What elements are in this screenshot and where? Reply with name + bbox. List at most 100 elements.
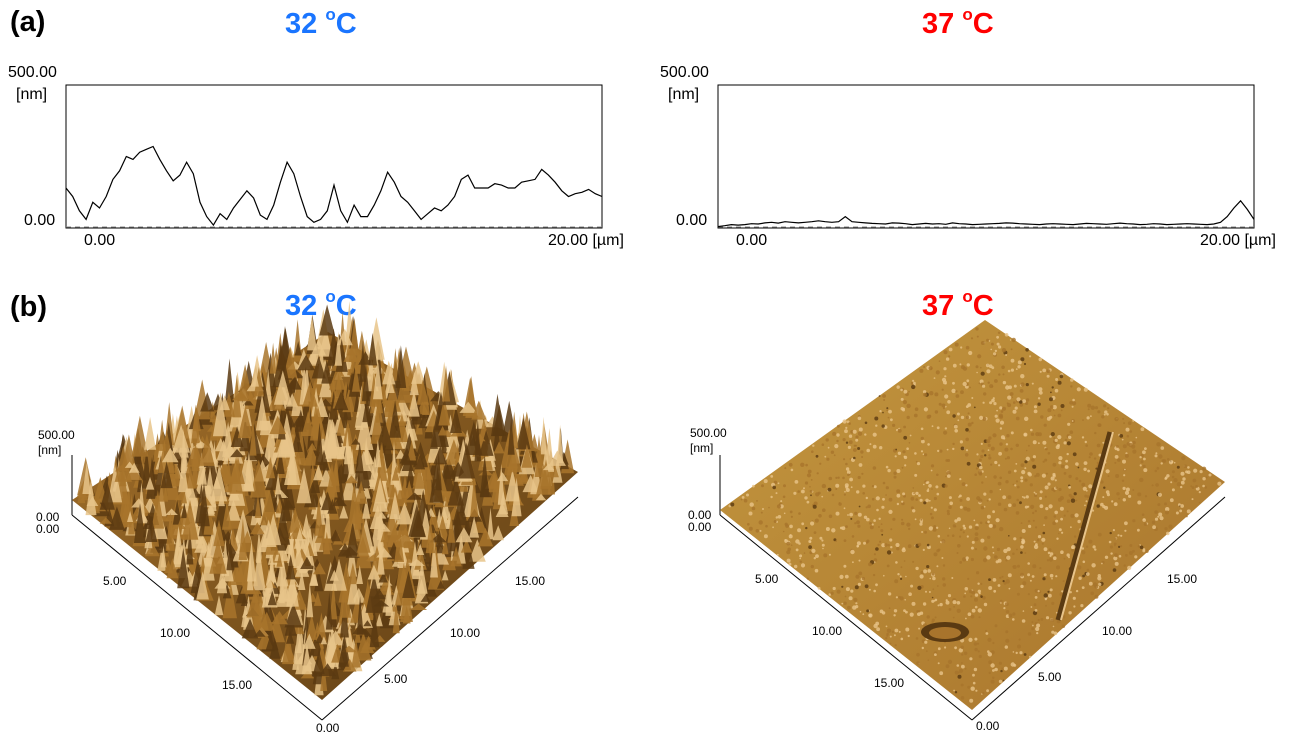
surface2-speck xyxy=(872,573,876,577)
surface1-peak xyxy=(416,560,428,594)
surface2-speck xyxy=(824,455,827,458)
surface1-peak xyxy=(345,521,360,558)
surface2-speck xyxy=(986,555,991,560)
surface2-speck xyxy=(883,399,886,401)
surface2-speck xyxy=(1012,565,1017,569)
surface2-speck xyxy=(952,414,956,418)
surface2-speck xyxy=(1006,555,1011,560)
surface2-speck xyxy=(905,627,910,632)
surface2-speck xyxy=(1191,498,1194,501)
surface1-peak xyxy=(540,416,547,455)
surface1-peak xyxy=(408,558,425,566)
surface1-peak xyxy=(286,630,295,644)
surface2-speck xyxy=(1034,588,1039,593)
surface2-speck xyxy=(1154,510,1158,514)
surface2-speck xyxy=(1008,503,1012,508)
surface2-speck xyxy=(843,507,846,510)
surface2-speck xyxy=(854,585,859,590)
surface2-speck xyxy=(978,382,981,385)
surface2-speck xyxy=(1012,651,1015,653)
surface2-speck xyxy=(844,429,848,434)
surface2-speck xyxy=(853,448,857,452)
surface2-speck xyxy=(1007,470,1012,474)
surface2-speck xyxy=(966,363,970,367)
surface2-speck xyxy=(987,650,990,653)
surface2-speck xyxy=(964,592,967,595)
surface1-peak xyxy=(174,544,190,568)
surface2-speck xyxy=(836,439,839,443)
surface2-speck xyxy=(988,454,991,457)
surface1-peak xyxy=(337,542,353,557)
surface2-speck xyxy=(1103,486,1106,489)
surface2-speck xyxy=(1018,638,1021,641)
surface2-speck xyxy=(1093,457,1097,460)
surface2-speck xyxy=(1019,389,1024,393)
surface2-speck xyxy=(955,394,960,398)
surface2-speck xyxy=(1132,549,1135,553)
surface2-speck xyxy=(1030,432,1035,436)
surface1-peak xyxy=(474,418,482,462)
surface2-speck xyxy=(911,384,916,390)
surface2-speck xyxy=(1033,540,1036,543)
surface2-speck xyxy=(1110,552,1113,555)
surface2-speck xyxy=(988,340,991,342)
surface1-peak xyxy=(161,447,179,463)
surface2-speck xyxy=(793,491,797,495)
surface2-speck xyxy=(1164,502,1167,506)
surface2-speck xyxy=(947,659,953,664)
surface2-speck xyxy=(1098,582,1102,586)
surface2-speck xyxy=(875,424,878,427)
surface2-speck xyxy=(932,576,936,581)
surface1-right-tick-2: 10.00 xyxy=(450,626,481,640)
surface2-speck xyxy=(1039,490,1043,494)
surface2-speck xyxy=(1135,436,1138,439)
surface2-speck xyxy=(1114,561,1119,566)
surface2-speck xyxy=(1124,529,1127,532)
surface2-speck xyxy=(861,576,865,581)
surface1-peak xyxy=(265,629,279,651)
surface1-peak xyxy=(314,495,323,536)
surface2-speck xyxy=(1094,406,1099,410)
surface1-peak xyxy=(294,341,302,356)
surface2-speck xyxy=(902,408,905,412)
surface2-speck xyxy=(852,605,857,610)
surface1-peak xyxy=(200,392,215,412)
surface2-speck xyxy=(798,512,801,515)
surface2-speck xyxy=(1063,441,1067,445)
surface2-speck xyxy=(912,379,915,382)
surface2-speck xyxy=(1176,482,1182,487)
surface2-speck xyxy=(944,375,947,378)
surface2-speck xyxy=(1053,556,1057,560)
surface2-speck xyxy=(1035,626,1040,632)
surface2-z-top: 500.00 xyxy=(690,426,727,440)
surface2-speck xyxy=(927,569,931,573)
surface1-peak xyxy=(351,638,361,668)
surface2-speck xyxy=(951,577,954,579)
surface2-speck xyxy=(1044,458,1048,462)
surface2-speck xyxy=(977,354,982,359)
surface2-speck xyxy=(857,431,863,436)
surface2-speck xyxy=(1008,587,1011,590)
surface2-speck xyxy=(1114,461,1117,464)
surface2-speck xyxy=(962,557,967,562)
surface1-peak xyxy=(428,515,435,525)
surface2-speck xyxy=(1155,483,1159,487)
surface2-speck xyxy=(790,515,793,518)
surface2-speck xyxy=(965,449,969,452)
surface2-speck xyxy=(1007,369,1011,373)
surface2-speck xyxy=(985,629,988,633)
surface2-speck xyxy=(882,481,886,485)
surface2-speck xyxy=(947,400,951,404)
surface2-speck xyxy=(956,608,961,613)
surface2-speck xyxy=(869,443,872,446)
surface2-speck xyxy=(1104,505,1109,510)
surface2-speck xyxy=(830,591,834,595)
surface2-speck xyxy=(1053,554,1057,557)
surface2-speck xyxy=(916,462,921,466)
surface2-speck xyxy=(1122,417,1125,420)
surface2-speck xyxy=(1047,551,1051,555)
surface2-speck xyxy=(821,539,824,542)
surface2-speck xyxy=(1094,548,1097,551)
surface2-speck xyxy=(1151,520,1156,525)
surface2-speck xyxy=(1180,485,1183,489)
